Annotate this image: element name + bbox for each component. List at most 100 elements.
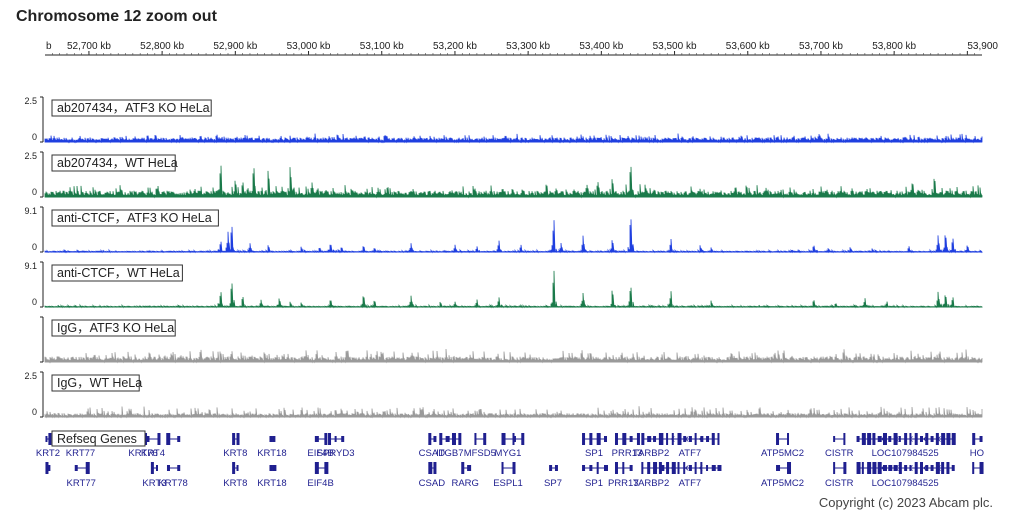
track[interactable]: 9.1 0 anti-CTCF，WT HeLa	[24, 261, 983, 309]
gene-exon	[717, 433, 720, 445]
gene-exon	[700, 462, 703, 474]
gene[interactable]: RARG	[451, 462, 479, 489]
gene-exon	[683, 462, 686, 474]
gene[interactable]: ATP5MC2	[761, 462, 804, 489]
gene[interactable]: CISTR	[825, 433, 854, 459]
gene-exon	[156, 465, 159, 471]
gene-exon	[930, 436, 934, 442]
gene-exon	[549, 465, 553, 471]
gene-label: SP1	[585, 448, 603, 459]
gene-exon	[589, 433, 593, 445]
gene-exon	[946, 462, 950, 474]
gene-strand-arrow	[698, 465, 703, 471]
track[interactable]: 2.5 0 ab207434，WT HeLa	[24, 151, 983, 199]
gene[interactable]: MFSD5	[464, 433, 496, 459]
gene-exon	[614, 462, 618, 474]
gene-exon	[647, 462, 651, 474]
gene-label: ATF7	[679, 448, 702, 459]
gene[interactable]	[513, 433, 525, 445]
ruler-tick-label: 52,700 kb	[67, 41, 111, 52]
gene-exon	[483, 433, 487, 445]
gene-exon	[604, 465, 609, 471]
track[interactable]: IgG，ATF3 KO HeLa	[40, 316, 983, 364]
gene-label: MFSD5	[464, 448, 496, 459]
gene[interactable]: ITGB7	[436, 433, 464, 459]
gene-exon	[882, 465, 887, 471]
gene[interactable]: ATP5MC2	[761, 433, 804, 459]
gene[interactable]	[972, 462, 984, 474]
refseq-label: Refseq Genes	[57, 432, 137, 446]
gene[interactable]: KRT8	[223, 433, 247, 459]
gene[interactable]: ATF7	[660, 433, 720, 459]
gene[interactable]: MYG1	[495, 433, 522, 459]
gene[interactable]: LOC107984525	[856, 433, 956, 459]
gene[interactable]: ATF7	[660, 462, 722, 489]
gene[interactable]: KRT4	[141, 433, 165, 459]
gene-strand-arrow	[922, 436, 927, 442]
gene[interactable]: CSAD	[419, 433, 446, 459]
gene[interactable]: SP7	[544, 465, 562, 489]
gene-strand-arrow	[866, 465, 871, 471]
gene-exon	[941, 433, 946, 445]
gene-strand-arrow	[866, 436, 871, 442]
gene[interactable]: PRR13	[612, 433, 643, 459]
gene[interactable]: SPRYD3	[317, 433, 355, 459]
gene[interactable]: KRT2	[36, 433, 60, 459]
gene-exon	[951, 433, 956, 445]
gene-exon	[324, 462, 329, 474]
gene-exon	[856, 462, 861, 474]
gene[interactable]: KRT8	[223, 462, 247, 489]
gene-exon	[513, 436, 516, 442]
gene[interactable]: SP1	[582, 462, 609, 489]
gene-exon	[856, 436, 860, 442]
gene[interactable]	[45, 462, 51, 474]
gene[interactable]: KRT3	[142, 462, 167, 489]
track[interactable]: 9.1 0 anti-CTCF，ATF3 KO HeLa	[24, 206, 983, 254]
track-label-box	[51, 319, 176, 337]
gene-exon	[776, 433, 780, 445]
gene[interactable]: PRR13	[608, 462, 639, 489]
gene[interactable]: KRT18	[257, 465, 287, 489]
gene[interactable]: SP1	[582, 433, 608, 459]
gene-label: LOC107984525	[872, 478, 939, 489]
gene-label: PRR13	[612, 448, 643, 459]
gene[interactable]: CISTR	[825, 462, 854, 489]
gene[interactable]: KRT18	[257, 436, 287, 459]
ruler-tick-label: 53,200 kb	[433, 41, 477, 52]
gene-exon	[904, 433, 908, 445]
gene[interactable]: CSAD	[419, 462, 446, 489]
gene-label: TARBP2	[633, 478, 669, 489]
track-label-box	[51, 374, 140, 392]
gene-exon	[334, 436, 337, 442]
gene-exon	[904, 465, 908, 471]
gene-exon	[554, 465, 558, 471]
gene[interactable]: TARBP2	[633, 433, 669, 459]
gene[interactable]: EIF4B	[307, 433, 334, 459]
gene[interactable]: ESPL1	[493, 462, 523, 489]
gene-label: CISTR	[825, 478, 854, 489]
gene[interactable]	[166, 433, 181, 445]
track[interactable]: 2.5 0 IgG，WT HeLa	[24, 371, 983, 419]
gene-exon	[787, 462, 792, 474]
gene-exon	[946, 433, 951, 445]
gene-exon	[677, 433, 682, 445]
track[interactable]: 2.5 0 ab207434，ATF3 KO HeLa	[24, 96, 983, 144]
gene-exon	[647, 436, 652, 442]
gene-label: SP7	[544, 478, 562, 489]
gene-exon	[683, 436, 687, 442]
gene[interactable]: KRT78	[158, 465, 188, 489]
gene[interactable]: EIF4B	[307, 462, 334, 489]
gene-exon	[833, 436, 836, 442]
gene-exon	[919, 462, 923, 474]
gene[interactable]: LOC107984525	[856, 462, 955, 489]
gene-exon	[877, 436, 882, 442]
gene[interactable]: KRT77	[67, 462, 96, 489]
gene[interactable]: HO	[970, 433, 984, 459]
copyright-notice: Copyright (c) 2023 Abcam plc.	[818, 495, 993, 510]
ruler-tick-label: 53,100 kb	[360, 41, 404, 52]
gene-exon	[433, 436, 437, 442]
ruler-tick-label: 52,800 kb	[140, 41, 184, 52]
signal-area	[44, 406, 983, 419]
